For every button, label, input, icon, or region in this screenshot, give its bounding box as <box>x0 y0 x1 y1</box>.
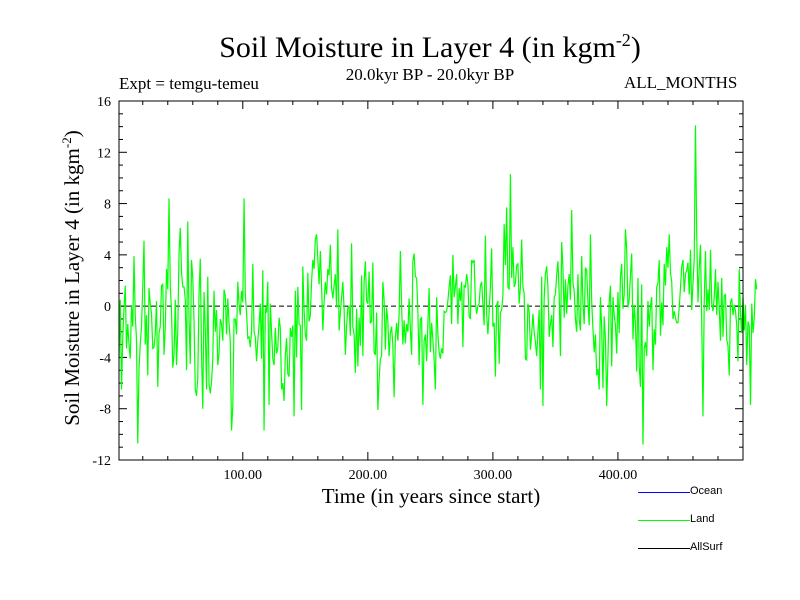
y-tick-label: -12 <box>92 454 111 469</box>
y-tick-label: -8 <box>99 403 111 418</box>
experiment-label: Expt = temgu-temeu <box>119 74 259 93</box>
legend-swatch-allsurf <box>638 548 690 549</box>
x-axis-label: Time (in years since start) <box>321 484 541 508</box>
y-tick-label: 0 <box>104 300 111 315</box>
period-label: 20.0kyr BP - 20.0kyr BP <box>345 65 515 84</box>
y-tick-label: 12 <box>97 146 111 161</box>
y-tick-label: 16 <box>97 95 111 110</box>
y-tick-label: -4 <box>99 351 111 366</box>
y-axis-label: Soil Moisture in Layer 4 (in kgm-2) <box>59 130 84 426</box>
chart-title: Soil Moisture in Layer 4 (in kgm-2) <box>219 30 641 64</box>
x-tick-label: 300.00 <box>474 468 513 483</box>
legend-label-allsurf: AllSurf <box>690 541 723 553</box>
legend-label-land: Land <box>690 513 715 525</box>
land-series-line <box>118 125 758 445</box>
y-tick-label: 8 <box>104 198 111 213</box>
legend-label-ocean: Ocean <box>690 485 723 497</box>
axis-ticks: -12 -8 -4 0 4 8 12 16 100.00 200.00 300.00 400.00 <box>92 95 743 483</box>
y-tick-label: 4 <box>104 249 111 264</box>
months-label: ALL_MONTHS <box>624 73 738 92</box>
legend: Ocean Land AllSurf <box>630 484 800 560</box>
x-tick-label: 100.00 <box>224 468 263 483</box>
x-tick-label: 400.00 <box>599 468 638 483</box>
plot-frame <box>118 100 744 461</box>
legend-swatch-land <box>638 520 690 521</box>
legend-swatch-ocean <box>638 492 690 493</box>
x-tick-label: 200.00 <box>349 468 388 483</box>
